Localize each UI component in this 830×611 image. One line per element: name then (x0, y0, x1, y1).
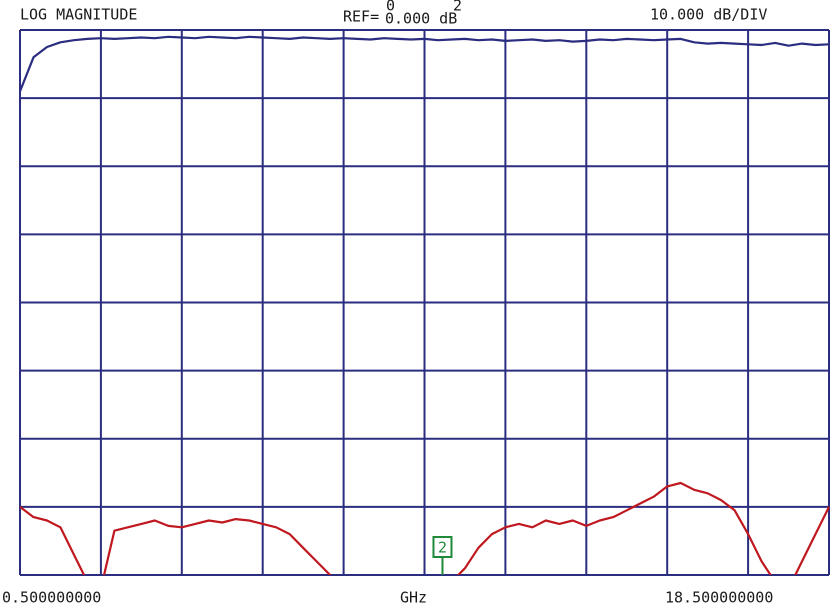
marker-label: 2 (438, 539, 447, 557)
ref-value: 0.000 dB (385, 10, 457, 28)
start-frequency: 0.500000000 (2, 589, 101, 607)
x-unit: GHz (400, 589, 427, 607)
ref-label: REF= (343, 8, 379, 26)
channel-mark: 2 (453, 0, 462, 15)
marker-box (432, 536, 453, 558)
channel-mark: 0 (386, 0, 395, 15)
trace (20, 481, 830, 575)
stop-frequency: 18.500000000 (665, 589, 773, 607)
measurement-format: LOG MAGNITUDE (20, 6, 137, 24)
traces (20, 35, 830, 575)
trace (20, 35, 830, 92)
scale-label: 10.000 dB/DIV (650, 6, 767, 24)
